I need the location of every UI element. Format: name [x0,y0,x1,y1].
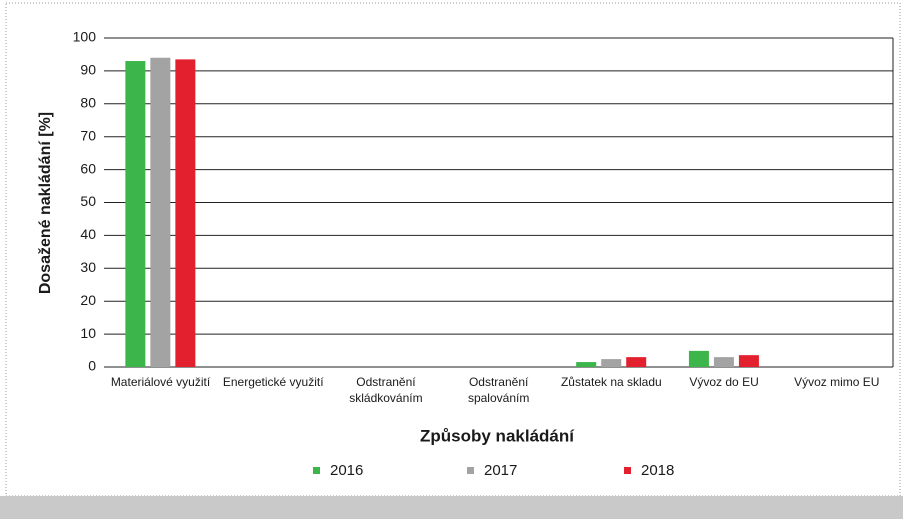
y-tick-label: 50 [80,193,96,209]
y-axis-title: Dosažené nakládání [%] [37,112,54,294]
x-tick-label: Odstranění skládkováním [349,375,423,405]
x-axis-title: Způsoby nakládání [420,426,575,445]
bar [175,59,196,367]
legend-swatch [467,467,474,474]
x-tick-label: Vývoz mimo EU [794,375,880,389]
legend-label: 2016 [330,462,363,479]
x-tick-label: Materiálové využití [110,375,211,389]
bar [125,61,146,367]
bar [626,357,647,367]
y-tick-label: 100 [73,29,97,45]
footer-band [0,496,903,519]
bar [576,362,597,367]
x-tick-label: Energetické využití [222,375,324,389]
y-tick-label: 30 [80,259,96,275]
x-tick-label: Vývoz do EU [689,375,759,389]
x-tick-label: Odstranění spalováním [467,375,530,405]
bar [713,357,734,367]
bar [150,57,171,368]
y-tick-label: 40 [80,226,96,242]
x-tick-label: Zůstatek na skladu [560,375,662,389]
bar [688,350,709,367]
legend-label: 2017 [484,462,517,479]
legend-label: 2018 [641,462,674,479]
bar [601,359,622,367]
legend-swatch [624,467,631,474]
legend-swatch [313,467,320,474]
y-tick-label: 0 [88,358,96,374]
bar [738,355,759,367]
y-tick-label: 80 [80,95,96,111]
y-tick-label: 20 [80,292,96,308]
y-tick-label: 60 [80,160,96,176]
y-tick-label: 90 [80,62,96,78]
y-tick-label: 70 [80,127,96,143]
y-tick-label: 10 [80,325,96,341]
